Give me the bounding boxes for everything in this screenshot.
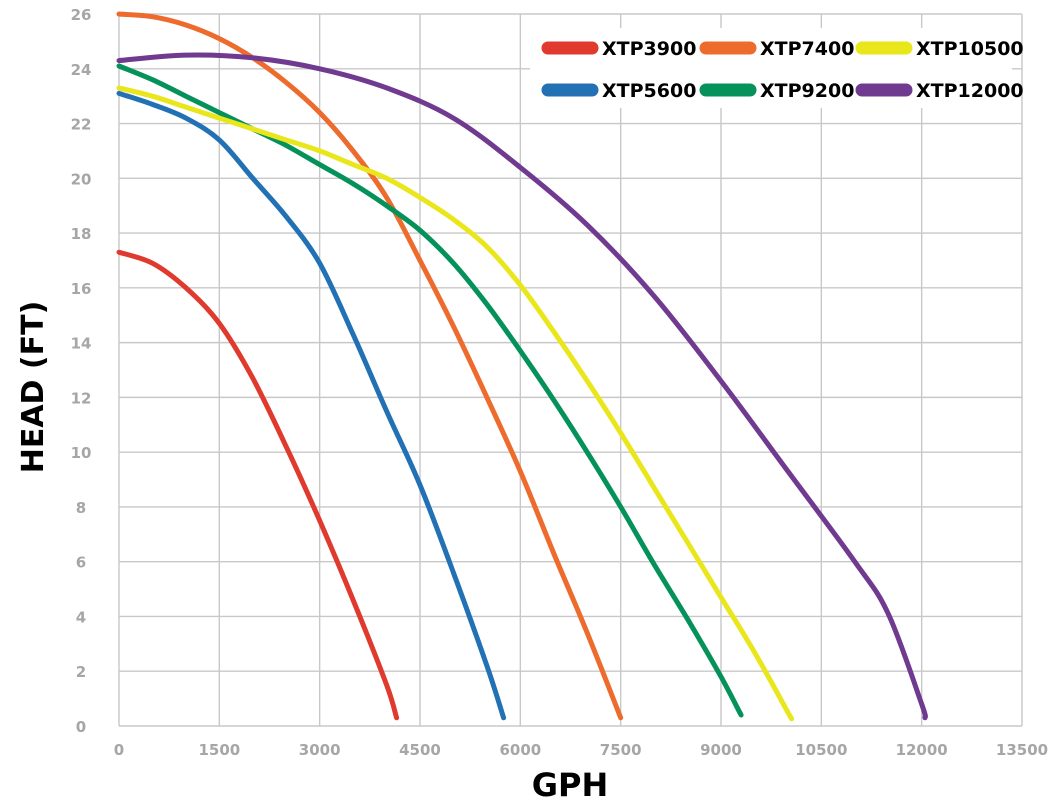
y-tick-label: 16 (71, 280, 92, 298)
y-tick-label: 24 (71, 61, 92, 79)
y-tick-label: 20 (71, 170, 92, 188)
x-tick-label: 7500 (600, 741, 642, 759)
series-line-xtp10500 (116, 85, 795, 722)
x-tick-label: 10500 (795, 741, 847, 759)
y-tick-label: 10 (71, 444, 92, 462)
x-tick-label: 12000 (896, 741, 948, 759)
grid (118, 13, 1023, 727)
x-tick-label: 4500 (399, 741, 441, 759)
legend-label-xtp5600: XTP5600 (602, 80, 696, 102)
legend: XTP3900 XTP7400 XTP10500 XTP5600 XTP9200 XTP1… (530, 28, 1024, 108)
y-tick-label: 6 (76, 554, 86, 572)
y-tick-label: 18 (71, 225, 92, 243)
x-tick-label: 6000 (499, 741, 541, 759)
y-tick-label: 0 (76, 718, 86, 736)
x-axis-ticks: 0 1500 3000 4500 6000 7500 9000 10500 12000 13500 (114, 741, 1048, 759)
y-tick-label: 12 (71, 389, 92, 407)
series-line-xtp12000 (116, 52, 928, 721)
y-tick-label: 8 (76, 499, 86, 517)
y-tick-label: 4 (76, 608, 86, 626)
series-lines (116, 11, 928, 722)
legend-label-xtp9200: XTP9200 (760, 80, 854, 102)
legend-background (530, 28, 1012, 108)
series-line-xtp3900 (116, 249, 400, 721)
legend-label-xtp12000: XTP12000 (916, 80, 1024, 102)
legend-label-xtp3900: XTP3900 (602, 38, 696, 60)
y-tick-label: 14 (71, 335, 92, 353)
series-line-xtp5600 (116, 90, 507, 721)
x-tick-label: 0 (114, 741, 124, 759)
y-tick-label: 2 (76, 663, 86, 681)
x-tick-label: 1500 (198, 741, 240, 759)
legend-label-xtp10500: XTP10500 (916, 38, 1024, 60)
legend-label-xtp7400: XTP7400 (760, 38, 854, 60)
y-axis-title: HEAD (FT) (16, 301, 51, 474)
x-axis-title: GPH (532, 766, 609, 804)
x-tick-label: 13500 (996, 741, 1048, 759)
y-tick-label: 22 (71, 116, 92, 134)
x-tick-label: 3000 (299, 741, 341, 759)
y-tick-label: 26 (71, 6, 92, 24)
x-tick-label: 9000 (700, 741, 742, 759)
series-line-xtp7400 (116, 11, 624, 721)
series-line-xtp9200 (116, 63, 744, 718)
